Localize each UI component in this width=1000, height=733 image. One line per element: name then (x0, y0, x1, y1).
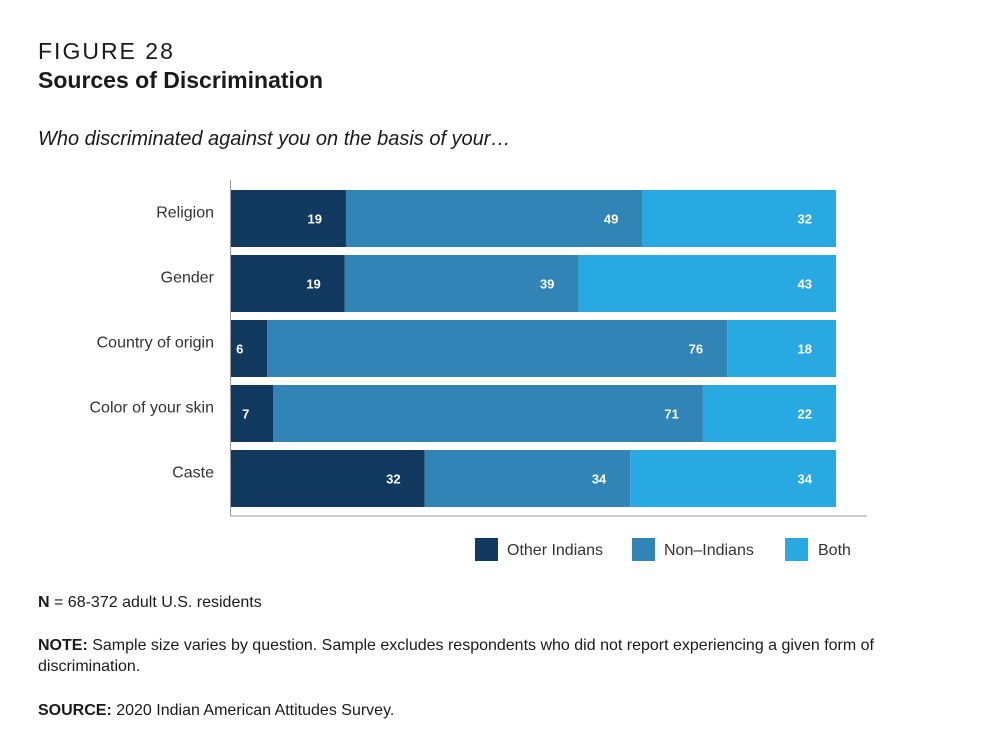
bar-country-of-origin-other-indians (231, 320, 268, 377)
category-label-gender: Gender (161, 270, 215, 287)
category-label-caste: Caste (172, 465, 214, 482)
legend-swatch-other-indians (475, 538, 498, 561)
bar-caste-both (630, 450, 836, 507)
note: NOTE: Sample size varies by question. Sa… (38, 635, 918, 677)
data-label-religion-both: 32 (798, 212, 812, 227)
category-label-color-of-your-skin: Color of your skin (90, 400, 215, 417)
data-label-gender-non-indians: 39 (540, 277, 554, 292)
bar-gender-both (578, 255, 836, 312)
data-label-country-of-origin-both: 18 (798, 342, 812, 357)
category-label-religion: Religion (156, 205, 214, 222)
bar-country-of-origin-both (727, 320, 836, 377)
bar-gender-non-indians (344, 255, 579, 312)
chart-subtitle: Who discriminated against you on the bas… (38, 128, 511, 150)
sample-size-note: N = 68-372 adult U.S. residents (38, 592, 918, 613)
bar-color-of-your-skin-both (702, 385, 836, 442)
data-label-caste-other-indians: 32 (386, 472, 400, 487)
data-label-color-of-your-skin-both: 22 (798, 407, 812, 422)
data-label-religion-non-indians: 49 (604, 212, 618, 227)
bar-color-of-your-skin-non-indians (273, 385, 703, 442)
category-label-country-of-origin: Country of origin (97, 335, 214, 352)
legend-label-both: Both (818, 542, 851, 559)
data-label-caste-non-indians: 34 (592, 472, 607, 487)
bar-caste-non-indians (424, 450, 631, 507)
data-label-color-of-your-skin-other-indians: 7 (242, 407, 249, 422)
n-label: N (38, 594, 50, 611)
data-label-country-of-origin-other-indians: 6 (236, 342, 243, 357)
source-note: SOURCE: 2020 Indian American Attitudes S… (38, 700, 918, 721)
data-label-gender-other-indians: 19 (306, 277, 320, 292)
n-text: = 68-372 adult U.S. residents (49, 594, 262, 611)
legend-swatch-non-indians (632, 538, 655, 561)
note-label: NOTE: (38, 637, 88, 654)
bar-religion-both (642, 190, 836, 247)
bar-country-of-origin-non-indians (267, 320, 728, 377)
data-label-gender-both: 43 (798, 277, 812, 292)
source-text: 2020 Indian American Attitudes Survey. (111, 702, 395, 719)
figure-label: FIGURE 28 (38, 38, 175, 64)
stacked-bar-chart: 19 49 32 Religion 19 39 43 Gender 6 76 18 Country o… (90, 180, 867, 561)
data-label-religion-other-indians: 19 (307, 212, 321, 227)
data-label-country-of-origin-non-indians: 76 (689, 342, 703, 357)
bar-caste-other-indians (231, 450, 425, 507)
bar-religion-non-indians (345, 190, 643, 247)
legend-label-other-indians: Other Indians (507, 542, 603, 559)
data-label-color-of-your-skin-non-indians: 71 (664, 407, 678, 422)
chart-title: Sources of Discrimination (38, 67, 324, 93)
bar-gender-other-indians (231, 255, 345, 312)
legend-label-non-indians: Non–Indians (664, 542, 754, 559)
data-label-caste-both: 34 (798, 472, 813, 487)
bar-religion-other-indians (231, 190, 346, 247)
legend-swatch-both (785, 538, 808, 561)
source-label: SOURCE: (38, 702, 112, 719)
note-text: Sample size varies by question. Sample e… (38, 637, 874, 675)
bar-color-of-your-skin-other-indians (231, 385, 274, 442)
